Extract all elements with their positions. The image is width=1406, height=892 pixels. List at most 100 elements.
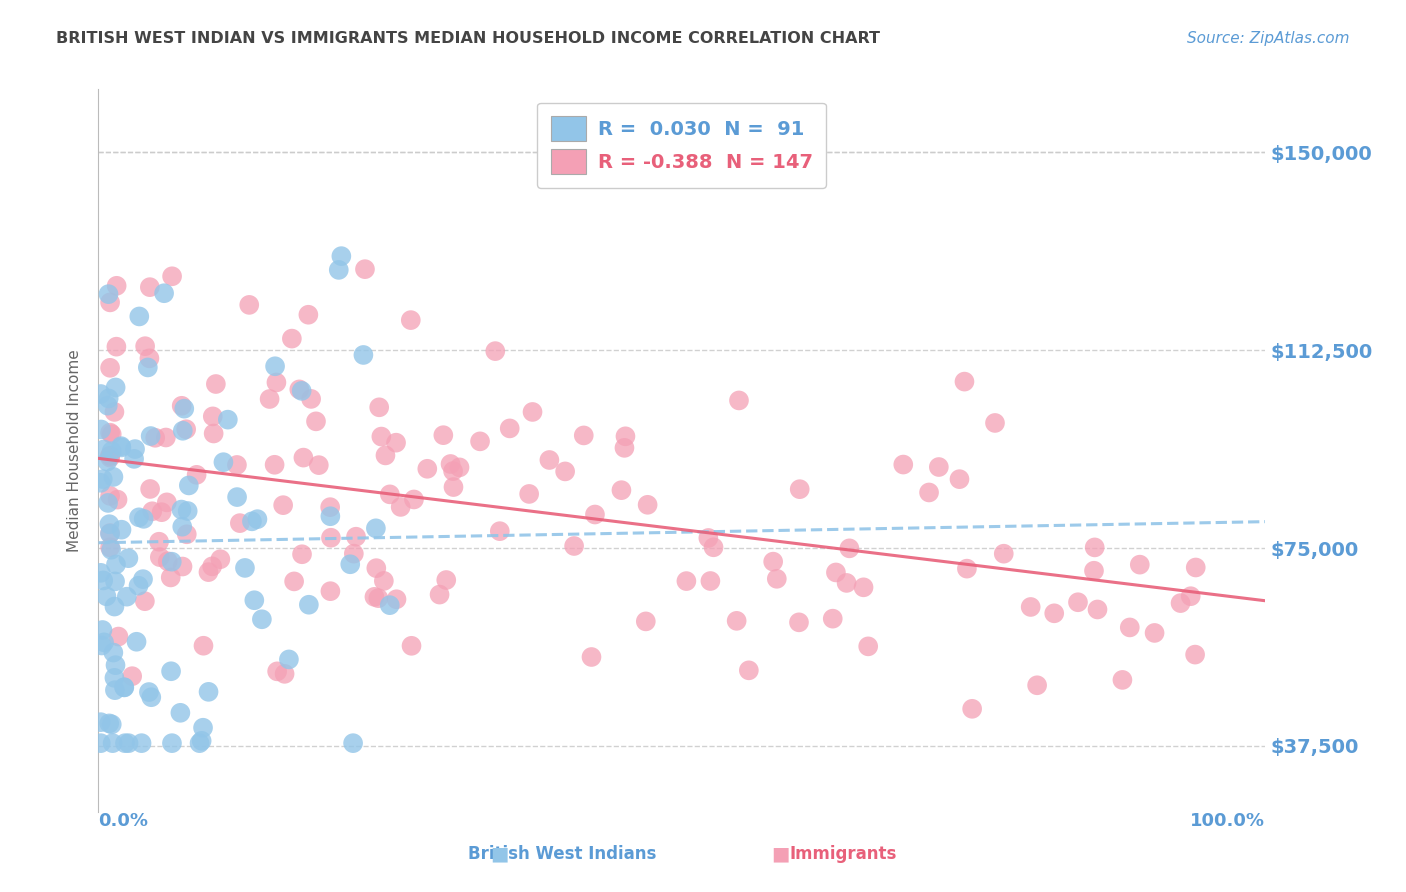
- Text: 100.0%: 100.0%: [1191, 812, 1265, 830]
- Point: [100, 427, 122, 442]
- Point: [367, 591, 389, 606]
- Point: [928, 460, 950, 475]
- Text: ■: ■: [770, 845, 790, 863]
- Point: [264, 359, 287, 374]
- Point: [90, 639, 112, 653]
- Point: [98, 541, 121, 555]
- Point: [91, 472, 114, 486]
- Point: [103, 671, 125, 685]
- Point: [96, 589, 118, 603]
- Point: [432, 428, 454, 442]
- Point: [319, 531, 342, 545]
- Point: [90, 387, 112, 401]
- Point: [385, 435, 408, 450]
- Point: [281, 332, 304, 346]
- Point: [202, 426, 225, 441]
- Point: [132, 512, 155, 526]
- Point: [172, 519, 194, 533]
- Point: [240, 514, 263, 528]
- Point: [787, 615, 810, 630]
- Point: [141, 690, 163, 705]
- Point: [283, 574, 305, 589]
- Point: [122, 451, 145, 466]
- Point: [103, 405, 125, 419]
- Point: [90, 566, 112, 580]
- Point: [134, 594, 156, 608]
- Point: [143, 431, 166, 445]
- Point: [439, 457, 461, 471]
- Point: [132, 572, 155, 586]
- Point: [115, 590, 138, 604]
- Point: [298, 598, 321, 612]
- Point: [468, 434, 491, 449]
- Point: [292, 450, 315, 465]
- Point: [186, 467, 208, 482]
- Point: [177, 478, 200, 492]
- Point: [139, 280, 162, 294]
- Point: [97, 399, 120, 413]
- Point: [374, 449, 396, 463]
- Point: [562, 539, 585, 553]
- Point: [637, 498, 659, 512]
- Point: [297, 308, 319, 322]
- Point: [229, 516, 252, 530]
- Point: [352, 348, 374, 362]
- Point: [201, 559, 224, 574]
- Point: [100, 542, 122, 557]
- Point: [191, 721, 214, 735]
- Point: [169, 706, 191, 720]
- Point: [226, 490, 249, 504]
- Point: [156, 495, 179, 509]
- Point: [160, 736, 183, 750]
- Point: [339, 558, 361, 572]
- Point: [238, 298, 260, 312]
- Point: [1143, 626, 1166, 640]
- Point: [104, 558, 127, 572]
- Point: [98, 526, 121, 541]
- Point: [263, 458, 285, 472]
- Point: [90, 475, 112, 490]
- Point: [104, 683, 127, 698]
- Point: [266, 376, 288, 390]
- Point: [97, 287, 120, 301]
- Point: [416, 462, 439, 476]
- Point: [139, 482, 162, 496]
- Point: [104, 574, 127, 589]
- Point: [101, 736, 124, 750]
- Point: [385, 592, 408, 607]
- Point: [156, 554, 179, 568]
- Text: BRITISH WEST INDIAN VS IMMIGRANTS MEDIAN HOUSEHOLD INCOME CORRELATION CHART: BRITISH WEST INDIAN VS IMMIGRANTS MEDIAN…: [56, 31, 880, 46]
- Point: [98, 526, 121, 541]
- Legend: R =  0.030  N =  91, R = -0.388  N = 147: R = 0.030 N = 91, R = -0.388 N = 147: [537, 103, 827, 187]
- Point: [1087, 602, 1109, 616]
- Point: [138, 685, 160, 699]
- Point: [699, 574, 721, 588]
- Point: [98, 716, 121, 731]
- Point: [614, 429, 637, 443]
- Point: [378, 487, 401, 501]
- Point: [124, 442, 146, 456]
- Point: [150, 505, 173, 519]
- Point: [107, 492, 129, 507]
- Point: [1083, 564, 1105, 578]
- Point: [193, 639, 215, 653]
- Point: [105, 278, 128, 293]
- Point: [121, 669, 143, 683]
- Point: [90, 736, 112, 750]
- Point: [389, 500, 412, 514]
- Point: [1180, 589, 1202, 603]
- Point: [107, 630, 129, 644]
- Point: [98, 449, 121, 463]
- Point: [98, 360, 121, 375]
- Point: [891, 458, 914, 472]
- Point: [402, 492, 425, 507]
- Point: [370, 429, 392, 443]
- Point: [90, 422, 112, 436]
- Point: [90, 715, 112, 730]
- Point: [110, 523, 132, 537]
- Text: Source: ZipAtlas.com: Source: ZipAtlas.com: [1187, 31, 1350, 46]
- Point: [342, 736, 364, 750]
- Point: [98, 295, 121, 310]
- Point: [953, 375, 976, 389]
- Point: [128, 579, 150, 593]
